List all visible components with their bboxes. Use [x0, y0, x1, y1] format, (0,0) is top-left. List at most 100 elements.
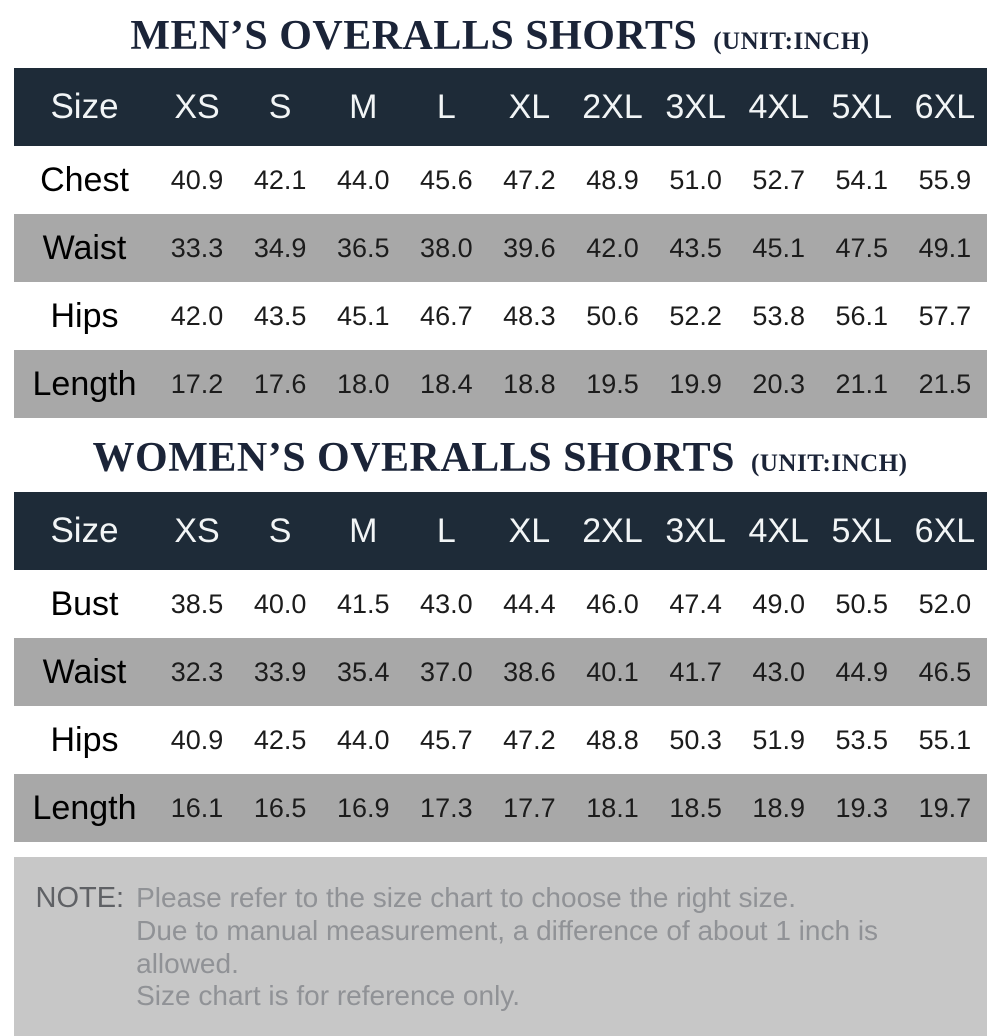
- size-value-cell: 42.5: [253, 724, 307, 755]
- note-line: Due to manual measurement, a difference …: [136, 914, 879, 979]
- womens-chart-title: WOMEN’S OVERALLS SHORTS (UNIT:INCH): [0, 418, 1000, 482]
- size-value-cell: 45.1: [336, 300, 390, 331]
- size-col-header: XS: [174, 87, 220, 126]
- size-value-cell: 39.6: [503, 232, 556, 263]
- size-value-cell: 21.5: [918, 368, 972, 399]
- size-value-cell: 50.3: [669, 724, 722, 755]
- row-label: Length: [32, 364, 137, 403]
- size-value-cell: 57.7: [918, 300, 972, 331]
- size-value-cell: 42.0: [170, 300, 224, 331]
- size-value-cell: 32.3: [170, 656, 224, 687]
- row-label: Length: [32, 788, 137, 827]
- size-value-cell: 51.9: [752, 724, 805, 755]
- size-value-cell: 52.2: [669, 300, 722, 331]
- size-value-cell: 45.6: [420, 164, 473, 195]
- row-label: Hips: [50, 296, 119, 335]
- note-lines: Please refer to the size chart to choose…: [136, 882, 976, 1013]
- size-value-cell: 19.7: [918, 792, 972, 823]
- size-value-cell: 38.0: [420, 232, 473, 263]
- size-value-cell: 55.1: [918, 724, 972, 755]
- size-value-cell: 55.9: [918, 164, 972, 195]
- size-value-cell: 54.1: [835, 164, 889, 195]
- size-value-cell: 21.1: [835, 368, 889, 399]
- womens-chart-title-text: WOMEN’S OVERALLS SHORTS: [92, 435, 736, 481]
- size-value-cell: 40.9: [170, 724, 224, 755]
- size-value-cell: 38.5: [170, 588, 224, 619]
- note-label: NOTE:: [35, 882, 125, 914]
- size-value-cell: 18.8: [503, 368, 556, 399]
- size-value-cell: 36.5: [336, 232, 390, 263]
- size-value-cell: 46.5: [918, 656, 972, 687]
- size-col-header: 5XL: [831, 511, 893, 550]
- note-line: Please refer to the size chart to choose…: [136, 882, 797, 913]
- size-value-cell: 41.7: [669, 656, 722, 687]
- size-value-cell: 18.9: [752, 792, 805, 823]
- size-col-header: 4XL: [748, 511, 809, 550]
- size-value-cell: 47.4: [669, 588, 722, 619]
- size-value-cell: 16.1: [170, 792, 224, 823]
- size-value-cell: 40.9: [170, 164, 224, 195]
- size-value-cell: 35.4: [336, 656, 390, 687]
- size-value-cell: 17.3: [420, 792, 473, 823]
- size-value-cell: 44.9: [835, 656, 889, 687]
- size-value-cell: 38.6: [503, 656, 556, 687]
- table-row-hips: Hips 40.9 42.5 44.0 45.7 47.2 48.8 50.3 …: [13, 706, 987, 774]
- size-value-cell: 44.0: [336, 724, 390, 755]
- table-row-bust: Bust 38.5 40.0 41.5 43.0 44.4 46.0 47.4 …: [13, 570, 987, 638]
- size-value-cell: 47.5: [835, 232, 889, 263]
- size-value-cell: 42.0: [586, 232, 639, 263]
- size-value-cell: 43.5: [253, 300, 307, 331]
- size-value-cell: 42.1: [253, 164, 307, 195]
- size-value-cell: 43.0: [420, 588, 473, 619]
- size-col-header: XL: [508, 87, 551, 126]
- size-value-cell: 43.0: [752, 656, 805, 687]
- mens-chart-title-text: MEN’S OVERALLS SHORTS: [130, 13, 698, 59]
- size-value-cell: 52.7: [752, 164, 805, 195]
- row-label: Chest: [40, 160, 129, 199]
- size-value-cell: 50.6: [586, 300, 639, 331]
- size-value-cell: 48.3: [503, 300, 556, 331]
- table-row-chest: Chest 40.9 42.1 44.0 45.6 47.2 48.9 51.0…: [13, 146, 987, 214]
- size-value-cell: 17.6: [253, 368, 307, 399]
- size-col-header: 4XL: [748, 87, 809, 126]
- size-value-cell: 51.0: [669, 164, 722, 195]
- size-value-cell: 20.3: [752, 368, 805, 399]
- size-col-header: 3XL: [665, 511, 726, 550]
- size-value-cell: 33.9: [253, 656, 307, 687]
- size-col-header: L: [436, 87, 456, 126]
- size-header-cell: Size: [50, 511, 119, 550]
- size-value-cell: 18.0: [336, 368, 390, 399]
- size-value-cell: 18.1: [586, 792, 639, 823]
- size-col-header: 5XL: [831, 87, 893, 126]
- womens-chart-unit-label: (UNIT:INCH): [751, 450, 908, 477]
- size-value-cell: 44.4: [503, 588, 556, 619]
- size-value-cell: 33.3: [170, 232, 224, 263]
- size-value-cell: 53.5: [835, 724, 889, 755]
- size-value-cell: 34.9: [253, 232, 307, 263]
- size-value-cell: 41.5: [336, 588, 390, 619]
- note-box: NOTE: Please refer to the size chart to …: [13, 857, 987, 1036]
- size-value-cell: 48.8: [586, 724, 639, 755]
- size-col-header: XL: [508, 511, 551, 550]
- size-col-header: L: [436, 511, 456, 550]
- size-value-cell: 50.5: [835, 588, 889, 619]
- size-value-cell: 40.1: [586, 656, 639, 687]
- size-value-cell: 52.0: [918, 588, 972, 619]
- size-value-cell: 19.9: [669, 368, 722, 399]
- size-col-header: 2XL: [582, 511, 643, 550]
- size-value-cell: 45.7: [420, 724, 473, 755]
- size-value-cell: 17.2: [170, 368, 224, 399]
- size-value-cell: 40.0: [253, 588, 307, 619]
- note-line: Size chart is for reference only.: [136, 980, 520, 1012]
- size-col-header: M: [349, 87, 378, 126]
- table-row-length: Length 16.1 16.5 16.9 17.3 17.7 18.1 18.…: [13, 774, 987, 842]
- size-value-cell: 46.0: [586, 588, 639, 619]
- womens-size-table: Size XS S M L XL 2XL 3XL 4XL 5XL 6XL Bus…: [13, 492, 987, 842]
- row-label: Waist: [42, 228, 127, 267]
- mens-chart-unit-label: (UNIT:INCH): [713, 28, 870, 55]
- table-row-waist: Waist 32.3 33.9 35.4 37.0 38.6 40.1 41.7…: [13, 638, 987, 706]
- size-col-header: 2XL: [582, 87, 643, 126]
- size-value-cell: 19.5: [586, 368, 639, 399]
- mens-size-table: Size XS S M L XL 2XL 3XL 4XL 5XL 6XL Che…: [13, 68, 987, 418]
- size-value-cell: 47.2: [503, 164, 556, 195]
